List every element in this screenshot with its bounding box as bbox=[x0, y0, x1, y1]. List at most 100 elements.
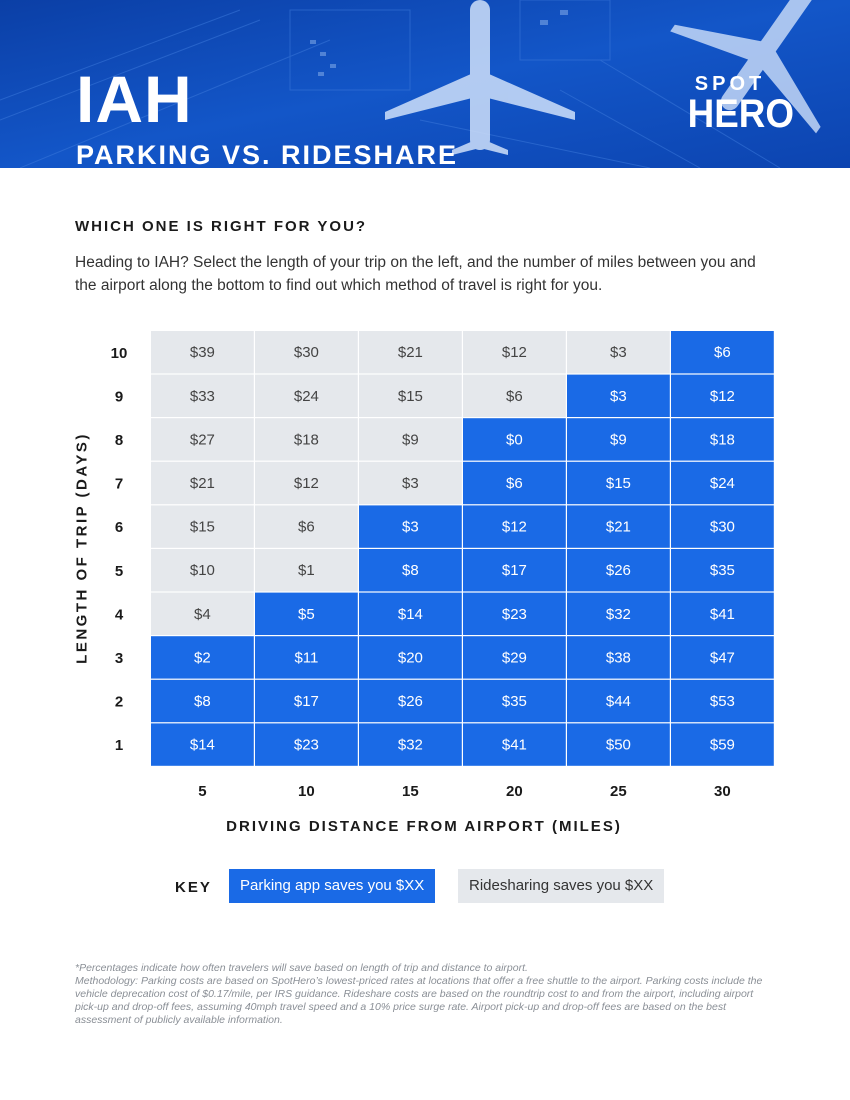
cell-value-label: $50 bbox=[606, 737, 631, 754]
logo-text-spot: SPOT bbox=[694, 73, 766, 95]
cell-value-label: $23 bbox=[294, 737, 319, 754]
cell-value-label: $12 bbox=[502, 344, 527, 361]
cell-parking bbox=[567, 505, 670, 548]
logo-text-hero: HERO bbox=[687, 92, 795, 136]
cell-rideshare bbox=[255, 418, 358, 461]
cell-value-label: $35 bbox=[502, 693, 527, 710]
y-axis-title: LENGTH OF TRIP (DAYS) bbox=[73, 432, 91, 664]
cell-parking bbox=[255, 636, 358, 679]
cell-value-label: $11 bbox=[294, 649, 318, 666]
cell-rideshare bbox=[463, 374, 566, 417]
cell-value-label: $18 bbox=[294, 431, 319, 448]
cell-parking bbox=[567, 461, 670, 505]
cell-parking bbox=[463, 679, 566, 723]
cell-value-label: $39 bbox=[190, 344, 215, 361]
cell-value-label: $53 bbox=[710, 693, 735, 710]
y-tick-label: 9 bbox=[115, 388, 123, 405]
key-parking-swatch: Parking app saves you $XX bbox=[229, 869, 436, 903]
intro-text: Heading to IAH? Select the length of you… bbox=[75, 254, 756, 294]
airport-aerial-background bbox=[0, 0, 850, 168]
cell-value-label: $24 bbox=[294, 388, 319, 405]
cell-value-label: $17 bbox=[502, 562, 527, 579]
cell-value-label: $26 bbox=[606, 562, 631, 579]
cell-value-label: $59 bbox=[710, 737, 735, 754]
cell-value-label: $20 bbox=[398, 649, 423, 666]
y-tick-label: 1 bbox=[115, 737, 123, 754]
cell-value-label: $30 bbox=[710, 519, 735, 536]
x-tick-label: 30 bbox=[714, 783, 731, 800]
cell-parking bbox=[671, 418, 774, 461]
cell-rideshare bbox=[151, 549, 254, 592]
cell-value-label: $17 bbox=[294, 693, 319, 710]
cell-parking bbox=[463, 418, 566, 461]
cell-value-label: $9 bbox=[402, 431, 419, 448]
cell-parking bbox=[567, 636, 670, 679]
spothero-logo[interactable]: SPOT HERO bbox=[684, 73, 795, 136]
cell-rideshare bbox=[151, 374, 254, 417]
cell-parking bbox=[463, 592, 566, 635]
cell-value-label: $0 bbox=[506, 431, 523, 448]
header-banner: IAH PARKING VS. RIDESHARE SPOT HERO bbox=[0, 0, 850, 168]
cell-parking bbox=[255, 723, 358, 766]
cell-value-label: $21 bbox=[398, 344, 423, 361]
x-axis-title: DRIVING DISTANCE FROM AIRPORT (MILES) bbox=[226, 818, 622, 835]
cell-value-label: $15 bbox=[398, 388, 423, 405]
cell-value-label: $18 bbox=[710, 431, 735, 448]
cell-value-label: $41 bbox=[502, 737, 527, 754]
footnote: *Percentages indicate how often traveler… bbox=[75, 962, 775, 1027]
cell-rideshare bbox=[151, 505, 254, 548]
cell-value-label: $6 bbox=[506, 388, 523, 405]
cell-value-label: $2 bbox=[194, 649, 211, 666]
cell-value-label: $6 bbox=[298, 519, 315, 536]
cell-parking bbox=[567, 592, 670, 635]
cell-parking bbox=[255, 592, 358, 635]
y-tick-label: 10 bbox=[111, 345, 128, 362]
cell-value-label: $41 bbox=[710, 606, 735, 623]
cell-value-label: $32 bbox=[606, 606, 631, 623]
cell-parking bbox=[359, 679, 462, 723]
cell-parking bbox=[671, 461, 774, 505]
x-tick-label: 20 bbox=[506, 783, 523, 800]
cell-value-label: $6 bbox=[506, 475, 523, 492]
cell-value-label: $12 bbox=[294, 475, 319, 492]
cell-parking bbox=[359, 636, 462, 679]
cell-value-label: $1 bbox=[298, 562, 315, 579]
y-tick-label: 5 bbox=[115, 563, 123, 580]
cell-parking bbox=[671, 505, 774, 548]
cell-value-label: $15 bbox=[606, 475, 631, 492]
cell-rideshare bbox=[359, 418, 462, 461]
cell-value-label: $47 bbox=[710, 649, 735, 666]
cell-value-label: $8 bbox=[194, 693, 211, 710]
cell-value-label: $23 bbox=[502, 606, 527, 623]
cell-parking bbox=[463, 636, 566, 679]
cell-parking bbox=[567, 679, 670, 723]
cell-value-label: $14 bbox=[398, 606, 423, 623]
cell-parking bbox=[567, 723, 670, 766]
y-tick-label: 8 bbox=[115, 432, 123, 449]
cell-parking bbox=[463, 505, 566, 548]
cell-rideshare bbox=[359, 461, 462, 505]
cell-value-label: $4 bbox=[194, 606, 211, 623]
cell-value-label: $3 bbox=[610, 388, 627, 405]
cell-value-label: $14 bbox=[190, 737, 215, 754]
cell-value-label: $24 bbox=[710, 475, 735, 492]
cell-value-label: $8 bbox=[402, 562, 419, 579]
cell-rideshare bbox=[255, 461, 358, 505]
key-label: KEY bbox=[175, 879, 212, 896]
cell-value-label: $5 bbox=[298, 606, 315, 623]
cell-value-label: $30 bbox=[294, 344, 319, 361]
cell-value-label: $21 bbox=[606, 519, 631, 536]
cell-value-label: $29 bbox=[502, 649, 527, 666]
cell-rideshare bbox=[151, 461, 254, 505]
cell-rideshare bbox=[255, 505, 358, 548]
cell-parking bbox=[671, 723, 774, 766]
cell-value-label: $33 bbox=[190, 388, 215, 405]
cell-value-label: $3 bbox=[402, 519, 419, 536]
x-tick-label: 10 bbox=[298, 783, 315, 800]
cell-parking bbox=[567, 549, 670, 592]
x-tick-label: 25 bbox=[610, 783, 627, 800]
cell-parking bbox=[151, 679, 254, 723]
section-heading: WHICH ONE IS RIGHT FOR YOU? bbox=[75, 218, 368, 235]
cell-value-label: $12 bbox=[710, 388, 735, 405]
x-tick-label: 5 bbox=[198, 783, 206, 800]
